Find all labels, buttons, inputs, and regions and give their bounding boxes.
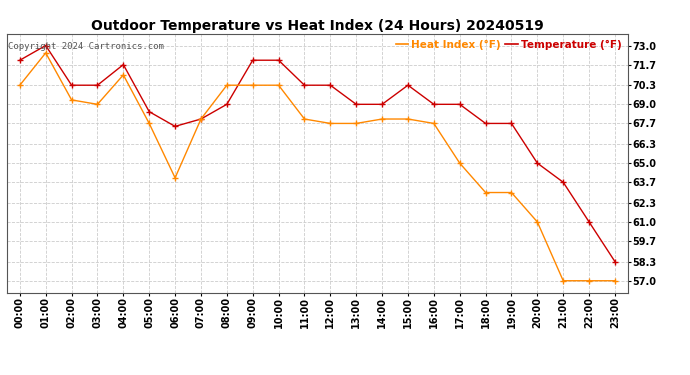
Text: Copyright 2024 Cartronics.com: Copyright 2024 Cartronics.com: [8, 42, 164, 51]
Legend: Heat Index (°F), Temperature (°F): Heat Index (°F), Temperature (°F): [395, 39, 622, 51]
Title: Outdoor Temperature vs Heat Index (24 Hours) 20240519: Outdoor Temperature vs Heat Index (24 Ho…: [91, 19, 544, 33]
